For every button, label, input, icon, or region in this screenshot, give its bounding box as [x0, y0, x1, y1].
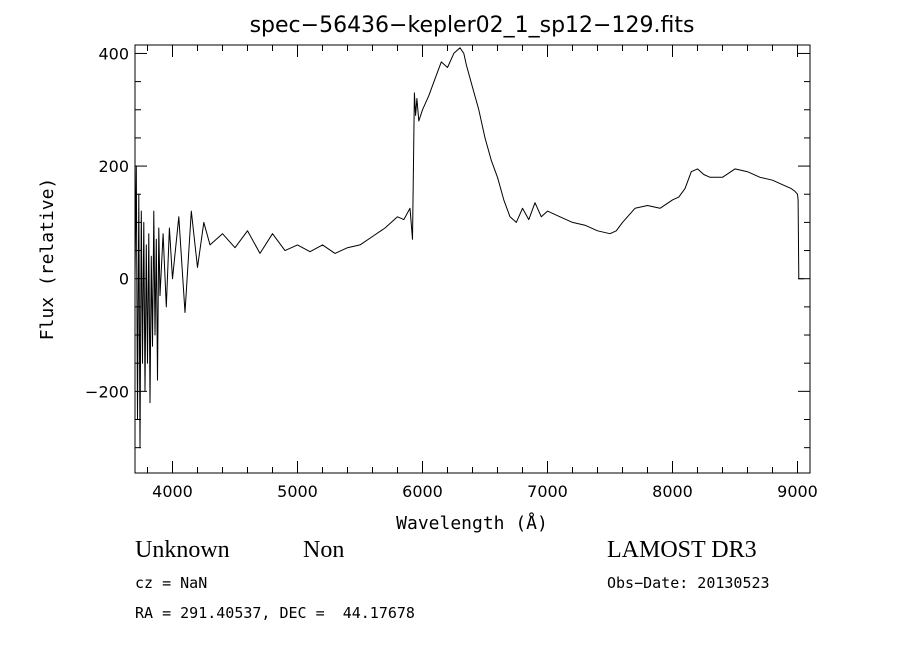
- subclass-label: Non: [303, 537, 345, 563]
- x-tick-label: 5000: [277, 482, 318, 501]
- plot-frame: [134, 44, 811, 474]
- y-tick-label: 400: [98, 44, 129, 63]
- object-class-label: Unknown: [135, 537, 230, 563]
- flux-series-line: [134, 47, 804, 449]
- y-tick-label: 0: [119, 270, 129, 289]
- y-axis-label: Flux (relative): [37, 178, 58, 341]
- plot-area: 4000 5000 6000 7000 8000 9000 −200 0 200 400: [85, 44, 818, 501]
- y-axis: −200 0 200 400: [85, 44, 810, 449]
- coordinates-label: RA = 291.40537, DEC = 44.17678: [135, 604, 415, 622]
- redshift-label: cz = NaN: [135, 574, 208, 592]
- x-tick-label: 6000: [402, 482, 443, 501]
- y-tick-label: −200: [85, 382, 129, 401]
- y-tick-label: 200: [98, 157, 129, 176]
- obs-date-label: Obs−Date: 20130523: [607, 574, 770, 592]
- x-tick-label: 9000: [777, 482, 818, 501]
- x-axis-label: Wavelength (Å): [396, 512, 548, 534]
- chart-title: spec−56436−kepler02_1_sp12−129.fits: [250, 13, 695, 38]
- x-axis: 4000 5000 6000 7000 8000 9000: [147, 45, 818, 501]
- x-tick-label: 8000: [652, 482, 693, 501]
- survey-label: LAMOST DR3: [607, 537, 757, 563]
- x-tick-label: 4000: [152, 482, 193, 501]
- x-tick-label: 7000: [527, 482, 568, 501]
